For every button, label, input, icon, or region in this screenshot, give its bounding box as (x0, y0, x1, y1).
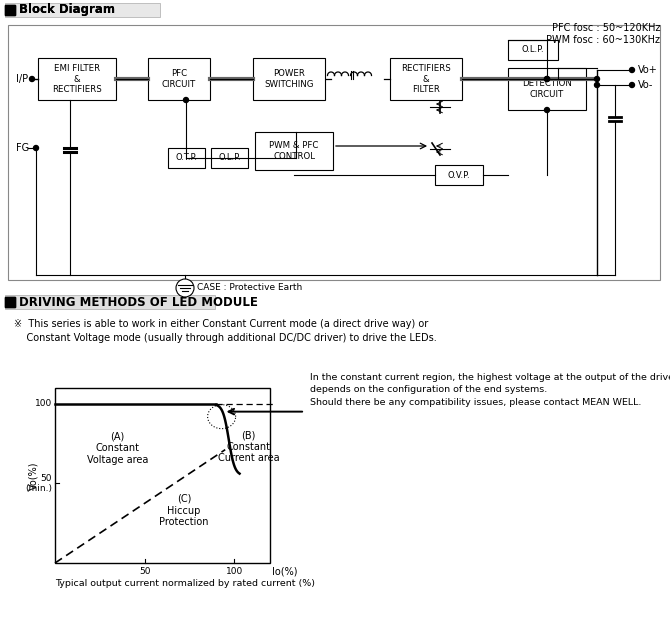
Text: O.V.P.: O.V.P. (448, 171, 470, 179)
Text: ※  This series is able to work in either Constant Current mode (a direct drive w: ※ This series is able to work in either … (14, 319, 437, 343)
Circle shape (630, 82, 634, 88)
Bar (148, 58, 210, 100)
Text: DETECTION
CIRCUIT: DETECTION CIRCUIT (522, 79, 572, 99)
Text: (A)
Constant
Voltage area: (A) Constant Voltage area (87, 432, 148, 465)
Circle shape (594, 82, 600, 88)
Text: Vo-: Vo- (638, 80, 653, 90)
Bar (211, 148, 248, 168)
Bar (390, 58, 462, 100)
Text: PFC
CIRCUIT: PFC CIRCUIT (162, 69, 196, 89)
Text: Typical output current normalized by rated current (%): Typical output current normalized by rat… (55, 579, 315, 588)
Text: PWM & PFC
CONTROL: PWM & PFC CONTROL (269, 141, 319, 161)
Bar (255, 132, 333, 170)
Bar (5, 295, 215, 309)
Text: 100: 100 (226, 567, 243, 576)
Text: In the constant current region, the highest voltage at the output of the driver
: In the constant current region, the high… (310, 373, 670, 407)
Circle shape (29, 76, 34, 81)
Text: PFC fosc : 50~120KHz
PWM fosc : 60~130KHz: PFC fosc : 50~120KHz PWM fosc : 60~130KH… (546, 23, 660, 44)
Bar (5, 5, 15, 15)
Text: FG: FG (16, 143, 29, 153)
Bar (168, 148, 205, 168)
Text: 100: 100 (35, 399, 52, 408)
Bar (38, 58, 116, 100)
Text: (C)
Hiccup
Protection: (C) Hiccup Protection (159, 494, 209, 527)
Bar (55, 388, 270, 563)
Text: O.L.P.: O.L.P. (522, 46, 544, 54)
Bar (435, 165, 483, 185)
Text: 50
(min.): 50 (min.) (25, 474, 52, 493)
Text: Block Diagram: Block Diagram (19, 4, 115, 16)
Text: (B)
Constant
Current area: (B) Constant Current area (218, 430, 279, 464)
Bar (5, 3, 160, 17)
Text: O.T.P.: O.T.P. (176, 154, 198, 162)
Bar (5, 297, 15, 307)
Circle shape (176, 279, 194, 297)
Circle shape (34, 146, 38, 151)
Bar (5, 5, 15, 15)
Text: Vo(%): Vo(%) (28, 461, 38, 490)
Text: Vo+: Vo+ (638, 65, 658, 75)
Circle shape (184, 98, 188, 102)
Text: RECTIFIERS
&
FILTER: RECTIFIERS & FILTER (401, 64, 451, 94)
Text: DRIVING METHODS OF LED MODULE: DRIVING METHODS OF LED MODULE (19, 296, 258, 309)
Circle shape (545, 107, 549, 112)
Text: POWER
SWITCHING: POWER SWITCHING (264, 69, 314, 89)
Text: Io(%): Io(%) (272, 567, 297, 577)
Bar (8, 25, 660, 280)
Text: 50: 50 (139, 567, 150, 576)
Circle shape (545, 76, 549, 81)
Text: I/P: I/P (16, 74, 28, 84)
Circle shape (545, 76, 549, 81)
Bar (508, 40, 558, 60)
Bar (508, 68, 586, 110)
Circle shape (594, 76, 600, 81)
Bar (253, 58, 325, 100)
Text: CASE : Protective Earth: CASE : Protective Earth (197, 284, 302, 292)
Circle shape (630, 68, 634, 72)
Text: EMI FILTER
&
RECTIFIERS: EMI FILTER & RECTIFIERS (52, 64, 102, 94)
Bar (5, 297, 15, 307)
Text: Block Diagram: Block Diagram (19, 4, 115, 16)
Text: O.L.P.: O.L.P. (218, 154, 241, 162)
